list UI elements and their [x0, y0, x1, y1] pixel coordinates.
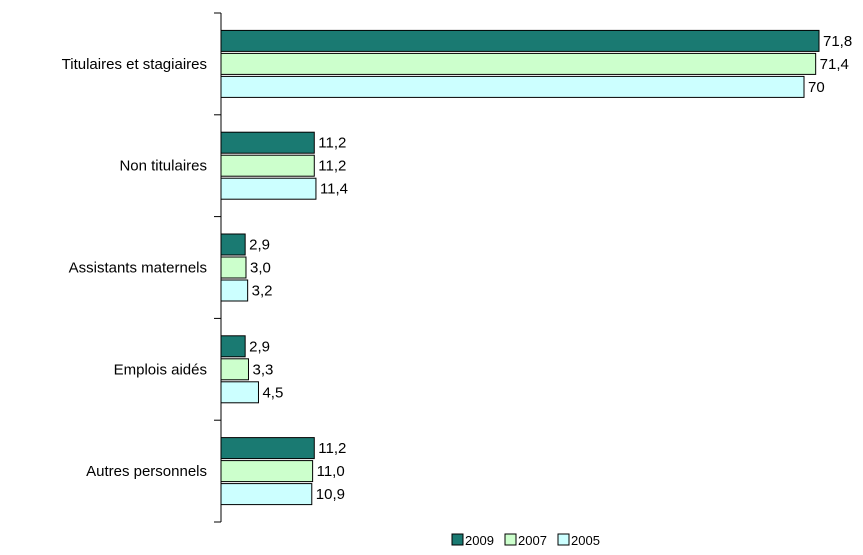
bar-2009 [220, 29, 820, 52]
y-axis-ticks [214, 12, 221, 523]
value-label: 2,9 [249, 338, 270, 355]
bar-2007 [220, 154, 315, 177]
value-label: 11,4 [320, 181, 348, 198]
legend-label: 2007 [518, 533, 547, 548]
category-label: Titulaires et stagiaires [62, 56, 207, 73]
bar-2007 [220, 358, 249, 381]
category-label: Non titulaires [119, 158, 207, 175]
value-label: 70 [808, 79, 825, 96]
value-label: 11,2 [318, 440, 346, 457]
value-label: 10,9 [316, 486, 345, 503]
bar-2007 [220, 52, 817, 75]
bar-2009 [220, 335, 246, 358]
category-label: Assistants maternels [69, 260, 207, 277]
bar-2009 [220, 437, 315, 460]
bar-2009 [220, 131, 315, 154]
legend-label: 2005 [571, 533, 600, 548]
value-label: 2,9 [249, 237, 270, 254]
bar-2007 [220, 256, 247, 279]
legend: 2009 2007 2005 [451, 533, 600, 548]
bar-2005 [220, 483, 313, 506]
bar-2009 [220, 233, 246, 256]
value-label: 11,2 [318, 135, 346, 152]
value-label: 71,4 [820, 56, 849, 73]
value-label: 3,3 [252, 361, 273, 378]
category-label: Autres personnels [86, 463, 207, 480]
bars-group [220, 29, 820, 506]
legend-label: 2009 [465, 533, 494, 548]
bar-2005 [220, 279, 249, 302]
category-labels-group: Titulaires et stagiaires Non titulaires As… [62, 56, 207, 480]
legend-swatch-2009 [451, 533, 464, 546]
value-label: 3,0 [250, 260, 271, 277]
bar-2007 [220, 460, 314, 483]
bar-2005 [220, 381, 259, 404]
value-labels-group: 71,8 71,4 70 11,2 11,2 11,4 2,9 3,0 3,2 2,9 3,3 4,5… [249, 33, 852, 503]
bar-2005 [220, 75, 805, 98]
value-label: 4,5 [262, 384, 283, 401]
bar-2005 [220, 177, 317, 200]
value-label: 3,2 [252, 283, 273, 300]
value-label: 11,2 [318, 158, 346, 175]
legend-swatch-2007 [504, 533, 517, 546]
category-label: Emplois aidés [114, 361, 207, 378]
value-label: 71,8 [823, 33, 852, 50]
value-label: 11,0 [317, 463, 345, 480]
legend-swatch-2005 [557, 533, 570, 546]
